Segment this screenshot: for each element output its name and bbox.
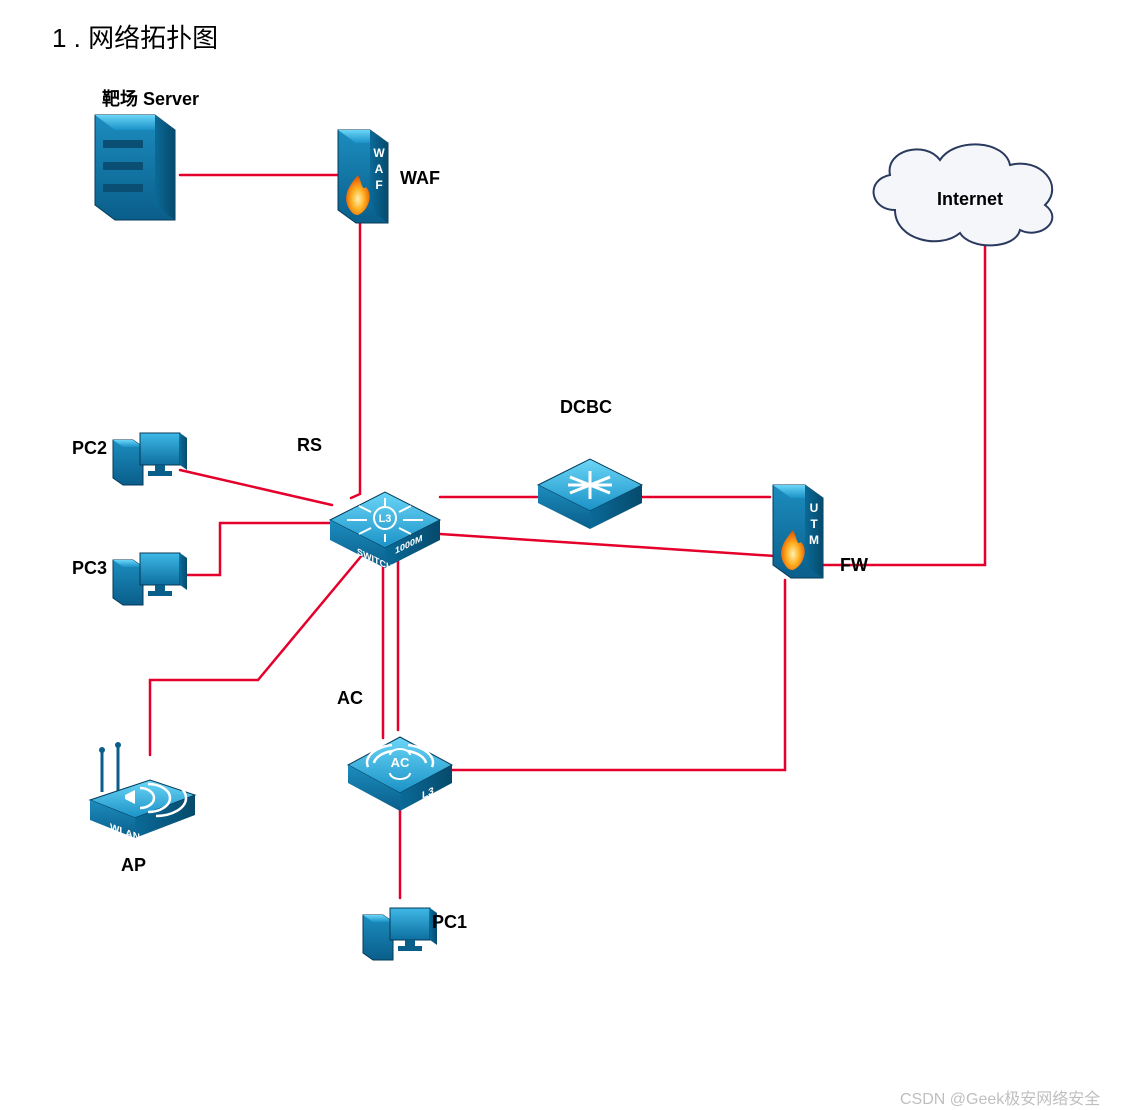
svg-text:A: A (375, 162, 384, 176)
switch-icon: L3SWITCH1000M (330, 492, 440, 574)
label-pc3: PC3 (72, 558, 107, 579)
links-layer (150, 175, 985, 898)
firewall-icon: WAF (338, 130, 388, 223)
label-ac: AC (337, 688, 363, 709)
label-internet: Internet (937, 189, 1003, 210)
server-icon (95, 115, 175, 220)
svg-text:L3: L3 (379, 513, 392, 525)
label-dcbc: DCBC (560, 397, 612, 418)
ap-icon: WLAN (90, 742, 195, 844)
link-ac-fw (450, 580, 785, 770)
link-rs-fw (440, 534, 775, 556)
nodes-layer: WAFL3SWITCH1000MUTMWLANACL3 (90, 115, 1052, 960)
label-pc1: PC1 (432, 912, 467, 933)
page: 1 . 网络拓扑图 (0, 0, 1137, 1110)
label-ap: AP (121, 855, 146, 876)
pc-icon (113, 433, 187, 485)
svg-text:T: T (810, 517, 818, 531)
link-pc3-rs (180, 523, 330, 575)
svg-text:U: U (810, 501, 819, 515)
label-rs: RS (297, 435, 322, 456)
svg-text:W: W (373, 146, 385, 160)
label-fw: FW (840, 555, 868, 576)
label-pc2: PC2 (72, 438, 107, 459)
link-pc2-rs (180, 470, 332, 505)
pc-icon (363, 908, 437, 960)
firewall-icon: UTM (773, 485, 823, 578)
watermark: CSDN @Geek极安网络安全 (900, 1085, 1100, 1109)
pc-icon (113, 553, 187, 605)
appliance-icon (538, 459, 642, 529)
ac-icon: ACL3 (348, 737, 452, 811)
svg-text:M: M (809, 533, 819, 547)
topology-diagram: WAFL3SWITCH1000MUTMWLANACL3 (0, 0, 1137, 1110)
svg-text:AC: AC (391, 755, 410, 770)
label-server: 靶场 Server (102, 85, 199, 111)
link-internet-fw (812, 235, 985, 565)
link-waf-rs (351, 215, 360, 498)
label-waf: WAF (400, 168, 440, 189)
svg-text:F: F (375, 178, 382, 192)
